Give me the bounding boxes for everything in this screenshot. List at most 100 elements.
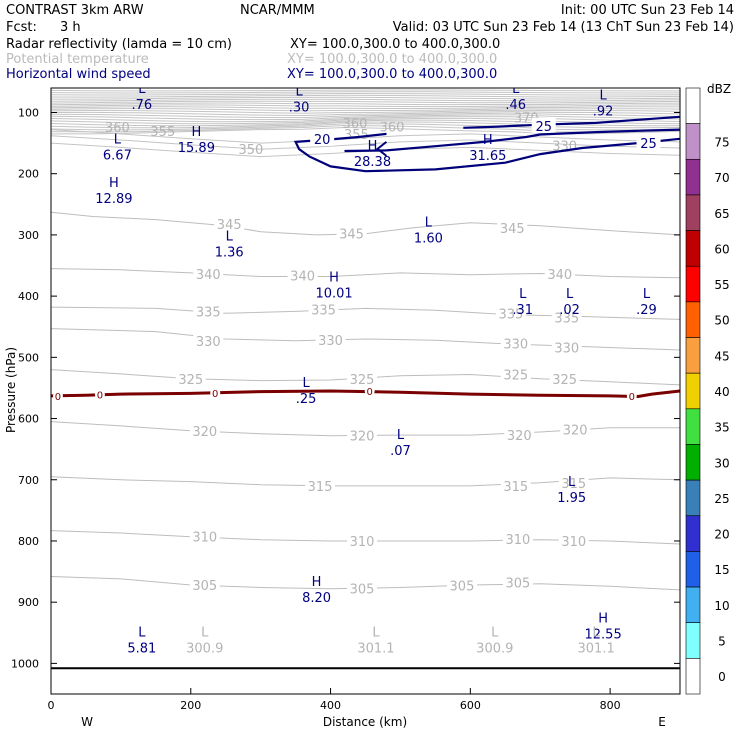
colorbar-swatch [685,479,701,517]
theta-contour-upper-line [51,123,680,131]
colorbar-level-label: 60 [714,242,729,256]
theta-label-background [500,477,531,493]
extremum-marker: L [599,88,607,103]
theta-contour-label: 325 [503,368,528,383]
colorbar-swatch [685,87,701,124]
x-tick-label: 400 [320,699,341,712]
theta-contour-upper-line [51,96,680,100]
y-tick-label: 900 [18,596,39,609]
theta-contour-label: 345 [500,222,525,237]
wind-contour-25 [463,115,680,129]
reflectivity-contour-label: 0 [55,392,61,403]
extremum-marker: L [397,428,405,443]
theta-label-background [305,477,336,493]
extremum-value: 1.95 [557,491,586,506]
y-tick-label: 1000 [11,657,39,670]
theta-contour-label: 320 [350,430,375,445]
colorbar-swatch [685,372,701,410]
reflectivity-contours: 0 0 0 0 0 [51,386,680,403]
x-tick-label: 200 [180,699,201,712]
field-xy-reflectivity: XY= 100.0,300.0 to 400.0,300.0 [290,37,500,52]
theta-label-background [287,267,318,283]
theta-label-background [189,577,220,593]
theta-contour-label: 360 [380,121,405,136]
colorbar-level-label: 15 [714,563,729,577]
theta-contour-label: 310 [505,533,530,548]
colorbar-swatch [685,301,701,338]
theta-label-background [502,531,533,547]
colorbar-swatch [685,158,701,196]
x-tick-label: 0 [48,699,55,712]
theta-contour-330 [51,328,680,351]
theta-contour-upper-line [51,124,680,133]
theta-minimum-value: 300.9 [476,642,513,657]
field-xy-wind: XY= 100.0,300.0 to 400.0,300.0 [287,67,497,82]
theta-label-background [500,335,531,351]
colorbar-level-label: 70 [714,171,729,185]
plot-layers: 345 345 345 340 340 340 335 335 335 335 330 330 330 3… [51,82,680,670]
x-axis-label: Distance (km) [323,715,407,729]
valid-time: Valid: 03 UTC Sun 23 Feb 14 (13 ChT Sun … [393,20,734,35]
extremum-marker: L [295,85,303,100]
theta-label-background [347,427,378,443]
theta-contour-label: 315 [308,480,333,495]
theta-contour-label: 315 [561,477,586,492]
extremum-value: 12.89 [95,192,132,207]
theta-contour-label: 310 [350,535,375,550]
extremum-value: 31.65 [469,149,506,164]
colorbar-level-label: 5 [718,635,726,649]
theta-contour-upper-line [51,104,680,108]
theta-label-background [214,215,245,231]
theta-contour-label: 305 [192,579,217,594]
theta-label-background [193,332,224,348]
theta-label-background [308,301,339,317]
extremum-marker: H [329,271,339,286]
colorbar-swatch [685,658,701,695]
wind-contour-label: 25 [640,137,657,152]
theta-contour-label: 340 [547,268,572,283]
forecast-label: Fcst: [6,20,37,35]
colorbar-level-label: 75 [714,135,729,149]
theta-contour-label: 335 [554,312,579,327]
theta-label-background [193,266,224,282]
theta-contour-label: 345 [217,218,242,233]
theta-contour-upper-line [51,135,680,150]
theta-contour-label: 305 [450,580,475,595]
x-tick-label: 600 [460,699,481,712]
extremum-marker: L [519,287,527,302]
theta-contour-label: 355 [344,128,369,143]
extremum-marker: L [138,82,146,97]
theta-label-background [347,580,378,596]
theta-label-background [189,528,220,544]
init-time: Init: 00 UTC Sun 23 Feb 14 [561,3,734,18]
theta-contour-label: 315 [503,480,528,495]
theta-contour-340 [51,268,680,279]
wind-label-background [310,130,335,146]
y-tick-label: 700 [18,474,39,487]
extremum-marker: L [568,475,576,490]
theta-contour-upper-line [51,91,680,94]
theta-contour-upper-line [51,111,680,117]
theta-contour-label: 320 [192,425,217,440]
wind-contour-label: 25 [535,120,552,135]
theta-contour-upper-line [51,98,680,102]
colorbar-swatch [685,337,701,374]
theta-minimum-value: 301.1 [357,642,394,657]
colorbar-level-label: 45 [714,349,729,363]
colorbar-swatch [685,622,701,659]
extremum-value: 28.38 [354,155,391,170]
theta-contour-upper-line [51,114,680,121]
extremum-marker: L [643,287,651,302]
extremum-marker: L [512,82,520,97]
theta-label-background [347,370,378,386]
theta-contour-label: 330 [196,335,221,350]
theta-contour-upper-line [51,121,680,129]
extremum-value: 6.67 [103,148,132,163]
theta-label-background [175,370,206,386]
forecast-hours: 3 h [60,20,81,35]
reflectivity-label-background [94,389,105,400]
theta-contour-upper-line [51,89,680,92]
colorbar-swatch [685,551,701,588]
axes: Distance (km) W E Pressure (hPa) 1002003… [4,106,680,729]
extremum-value: .25 [296,392,317,407]
